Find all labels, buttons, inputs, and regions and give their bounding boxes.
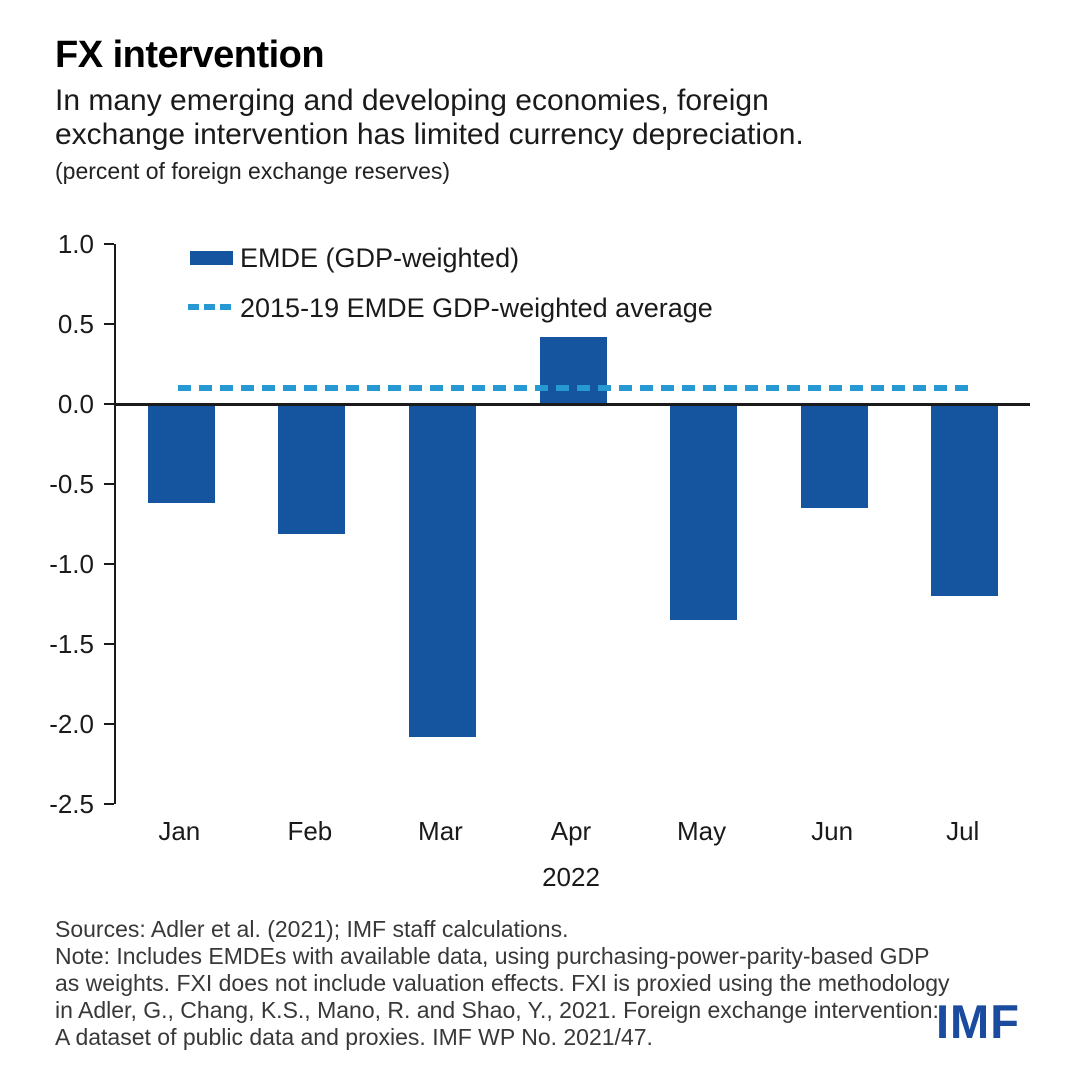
x-axis-title: 2022 bbox=[542, 862, 600, 892]
note-line-3: in Adler, G., Chang, K.S., Mano, R. and … bbox=[55, 997, 939, 1023]
y-tick-label: -2.0 bbox=[49, 709, 94, 739]
legend-reference-line-label: 2015-19 EMDE GDP-weighted average bbox=[240, 293, 713, 323]
note-line-2: as weights. FXI does not include valuati… bbox=[55, 970, 950, 996]
legend-bar-label: EMDE (GDP-weighted) bbox=[240, 243, 520, 273]
note-line-4: A dataset of public data and proxies. IM… bbox=[55, 1024, 653, 1050]
note-line-1: Note: Includes EMDEs with available data… bbox=[55, 943, 930, 969]
x-tick-label: May bbox=[677, 816, 727, 846]
x-tick-label: Jan bbox=[158, 816, 201, 846]
bar-mar bbox=[408, 404, 476, 737]
bar-jan bbox=[147, 404, 215, 504]
footnote: Sources: Adler et al. (2021); IMF staff … bbox=[55, 916, 955, 1051]
y-tick-mark bbox=[104, 643, 114, 645]
subtitle-line-2: exchange intervention has limited curren… bbox=[55, 118, 804, 151]
y-tick-mark bbox=[104, 723, 114, 725]
imf-logo: IMF bbox=[936, 995, 1020, 1048]
y-tick-label: -2.5 bbox=[49, 789, 94, 819]
reference-line bbox=[178, 385, 968, 391]
y-tick-label: -1.5 bbox=[49, 629, 94, 659]
y-tick-mark bbox=[104, 403, 114, 405]
y-tick-label: 1.0 bbox=[57, 229, 94, 259]
x-tick-label: Jun bbox=[811, 816, 854, 846]
bar-apr bbox=[539, 336, 607, 404]
subtitle-line-1: In many emerging and developing economie… bbox=[55, 84, 769, 117]
bar-may bbox=[670, 404, 738, 620]
legend-dashed-line-swatch bbox=[188, 304, 234, 310]
y-tick-label: -0.5 bbox=[49, 469, 94, 499]
x-tick-label: Jul bbox=[946, 816, 980, 846]
x-tick-label: Apr bbox=[550, 816, 592, 846]
chart-subtitle: In many emerging and developing economie… bbox=[55, 84, 804, 152]
sources-line: Sources: Adler et al. (2021); IMF staff … bbox=[55, 916, 569, 942]
y-tick-mark bbox=[104, 483, 114, 485]
y-tick-mark bbox=[104, 243, 114, 245]
x-tick-label: Mar bbox=[418, 816, 463, 846]
y-tick-mark bbox=[104, 563, 114, 565]
bar-feb bbox=[278, 404, 346, 534]
bar-jul bbox=[931, 404, 999, 596]
plot-area: 1.0 0.5 0.0 -0.5 -1.0 -1.5 -2.0 -2.5 bbox=[49, 229, 1030, 819]
bar-jun bbox=[800, 404, 868, 508]
y-tick-mark bbox=[104, 803, 114, 805]
x-axis-labels: Jan Feb Mar Apr May Jun Jul bbox=[114, 816, 1028, 850]
zero-line bbox=[116, 402, 1030, 406]
y-tick-label: -1.0 bbox=[49, 549, 94, 579]
y-tick-label: 0.0 bbox=[57, 389, 94, 419]
y-tick-label: 0.5 bbox=[57, 309, 94, 339]
x-tick-label: Feb bbox=[287, 816, 333, 846]
y-tick-mark bbox=[104, 323, 114, 325]
unit-note: (percent of foreign exchange reserves) bbox=[55, 158, 451, 184]
legend-bar-swatch bbox=[190, 251, 233, 265]
page-title: FX intervention bbox=[55, 34, 325, 76]
